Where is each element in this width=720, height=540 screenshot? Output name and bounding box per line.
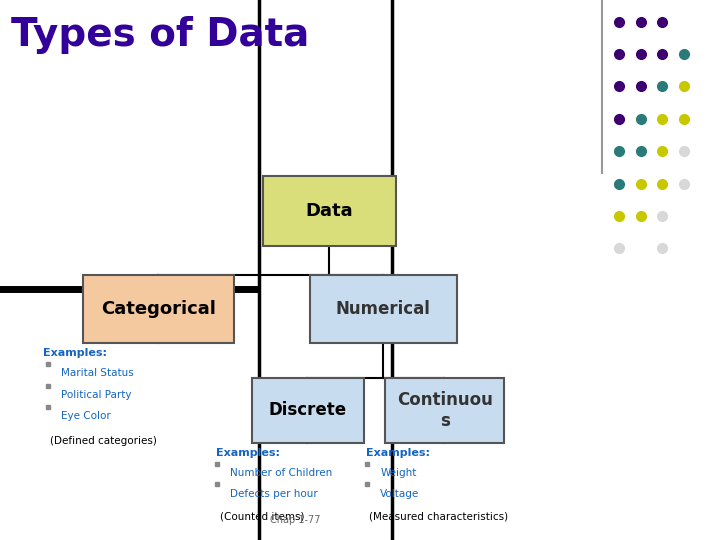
Text: (Defined categories): (Defined categories) bbox=[50, 436, 157, 446]
Text: Examples:: Examples: bbox=[216, 448, 280, 458]
Text: Voltage: Voltage bbox=[380, 489, 420, 499]
Text: (Measured characteristics): (Measured characteristics) bbox=[369, 512, 508, 522]
FancyBboxPatch shape bbox=[310, 275, 457, 343]
Text: (Counted items): (Counted items) bbox=[220, 512, 304, 522]
Text: Types of Data: Types of Data bbox=[11, 16, 309, 54]
Text: Defects per hour: Defects per hour bbox=[230, 489, 318, 499]
Text: Weight: Weight bbox=[380, 468, 417, 478]
Text: Examples:: Examples: bbox=[366, 448, 430, 458]
FancyBboxPatch shape bbox=[385, 378, 504, 443]
FancyBboxPatch shape bbox=[252, 378, 364, 443]
Text: Categorical: Categorical bbox=[101, 300, 216, 318]
FancyBboxPatch shape bbox=[263, 176, 396, 246]
Text: Discrete: Discrete bbox=[269, 401, 347, 420]
Text: Chap 1-77: Chap 1-77 bbox=[270, 515, 320, 525]
Text: Continuou
s: Continuou s bbox=[397, 391, 492, 430]
Text: Numerical: Numerical bbox=[336, 300, 431, 318]
Text: Political Party: Political Party bbox=[61, 390, 132, 400]
Text: Eye Color: Eye Color bbox=[61, 411, 111, 422]
FancyBboxPatch shape bbox=[83, 275, 234, 343]
Text: Examples:: Examples: bbox=[43, 348, 107, 359]
Text: Number of Children: Number of Children bbox=[230, 468, 333, 478]
Text: Marital Status: Marital Status bbox=[61, 368, 134, 379]
Text: Data: Data bbox=[305, 201, 354, 220]
